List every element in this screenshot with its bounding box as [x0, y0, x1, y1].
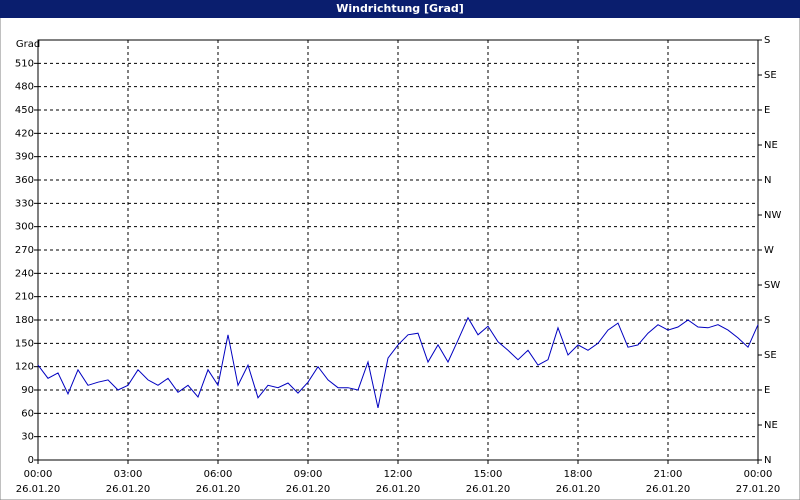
x-tick-time: 12:00 [384, 469, 413, 480]
y2-tick-label: N [764, 175, 771, 186]
y-tick-label: 60 [21, 408, 34, 419]
y2-tick-label: NE [764, 420, 778, 431]
x-tick-time: 21:00 [654, 469, 683, 480]
y2-tick-label: E [764, 385, 770, 396]
y-tick-label: 300 [15, 222, 34, 233]
x-tick-time: 09:00 [294, 469, 323, 480]
y2-tick-label: SE [764, 350, 777, 361]
y-tick-label: 270 [15, 245, 34, 256]
x-tick-date: 26.01.20 [556, 484, 601, 495]
x-tick-date: 26.01.20 [646, 484, 691, 495]
y-tick-label: 150 [15, 338, 34, 349]
x-tick-date: 26.01.20 [466, 484, 511, 495]
y-tick-label: 480 [15, 82, 34, 93]
x-tick-time: 00:00 [24, 469, 53, 480]
y2-tick-label: SE [764, 70, 777, 81]
y2-tick-label: S [764, 35, 770, 46]
x-tick-date: 27.01.20 [736, 484, 781, 495]
y2-tick-label: N [764, 455, 771, 466]
y2-tick-label: S [764, 315, 770, 326]
y2-tick-label: NW [764, 210, 781, 221]
y-tick-label: 90 [21, 385, 34, 396]
y-tick-label: 0 [28, 455, 34, 466]
y2-tick-label: SW [764, 280, 780, 291]
x-tick-date: 26.01.20 [16, 484, 61, 495]
x-tick-time: 18:00 [564, 469, 593, 480]
x-tick-date: 26.01.20 [106, 484, 151, 495]
y-tick-label: 210 [15, 292, 34, 303]
y-tick-label: 510 [15, 58, 34, 69]
x-tick-time: 03:00 [114, 469, 143, 480]
x-tick-date: 26.01.20 [286, 484, 331, 495]
x-tick-date: 26.01.20 [376, 484, 421, 495]
x-tick-date: 26.01.20 [196, 484, 241, 495]
y-tick-label: 360 [15, 175, 34, 186]
x-tick-time: 15:00 [474, 469, 503, 480]
plot-frame [37, 39, 759, 461]
y-tick-label: 420 [15, 128, 34, 139]
y2-tick-label: NE [764, 140, 778, 151]
title-bar [0, 0, 800, 18]
y-tick-label: 390 [15, 152, 34, 163]
y-tick-label: 120 [15, 362, 34, 373]
y-tick-label: 450 [15, 105, 34, 116]
chart-title: Windrichtung [Grad] [336, 2, 464, 15]
y-tick-label: 30 [21, 432, 34, 443]
x-tick-time: 00:00 [744, 469, 773, 480]
x-tick-time: 06:00 [204, 469, 233, 480]
y-tick-label: 180 [15, 315, 34, 326]
y2-tick-label: W [764, 245, 774, 256]
y-tick-label: 330 [15, 198, 34, 209]
line-series [37, 316, 759, 409]
y-axis-label: Grad [16, 39, 40, 50]
y-tick-label: 240 [15, 268, 34, 279]
y2-tick-label: E [764, 105, 770, 116]
